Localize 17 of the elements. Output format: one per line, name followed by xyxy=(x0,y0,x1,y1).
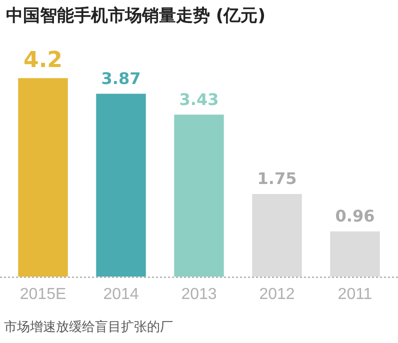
data-label: 1.75 xyxy=(257,169,297,188)
data-label: 3.87 xyxy=(101,68,141,88)
x-tick-label: 2015E xyxy=(20,286,66,303)
x-tick-label: 2012 xyxy=(259,286,295,303)
bar xyxy=(174,114,224,277)
data-label: 3.43 xyxy=(179,90,219,109)
bar xyxy=(252,194,302,277)
text: 市场增速放缓给盲目扩张的厂 xyxy=(4,319,173,336)
bar xyxy=(18,78,68,277)
bar xyxy=(330,231,380,277)
x-tick-label: 2011 xyxy=(338,286,372,303)
chart-title: 中国智能手机市场销量走势 (亿元) xyxy=(6,5,266,27)
x-tick-label: 2013 xyxy=(181,286,217,303)
bar xyxy=(96,94,146,277)
data-label: 0.96 xyxy=(335,206,375,226)
data-label: 4.2 xyxy=(24,48,62,73)
x-tick-label: 2014 xyxy=(103,286,139,303)
